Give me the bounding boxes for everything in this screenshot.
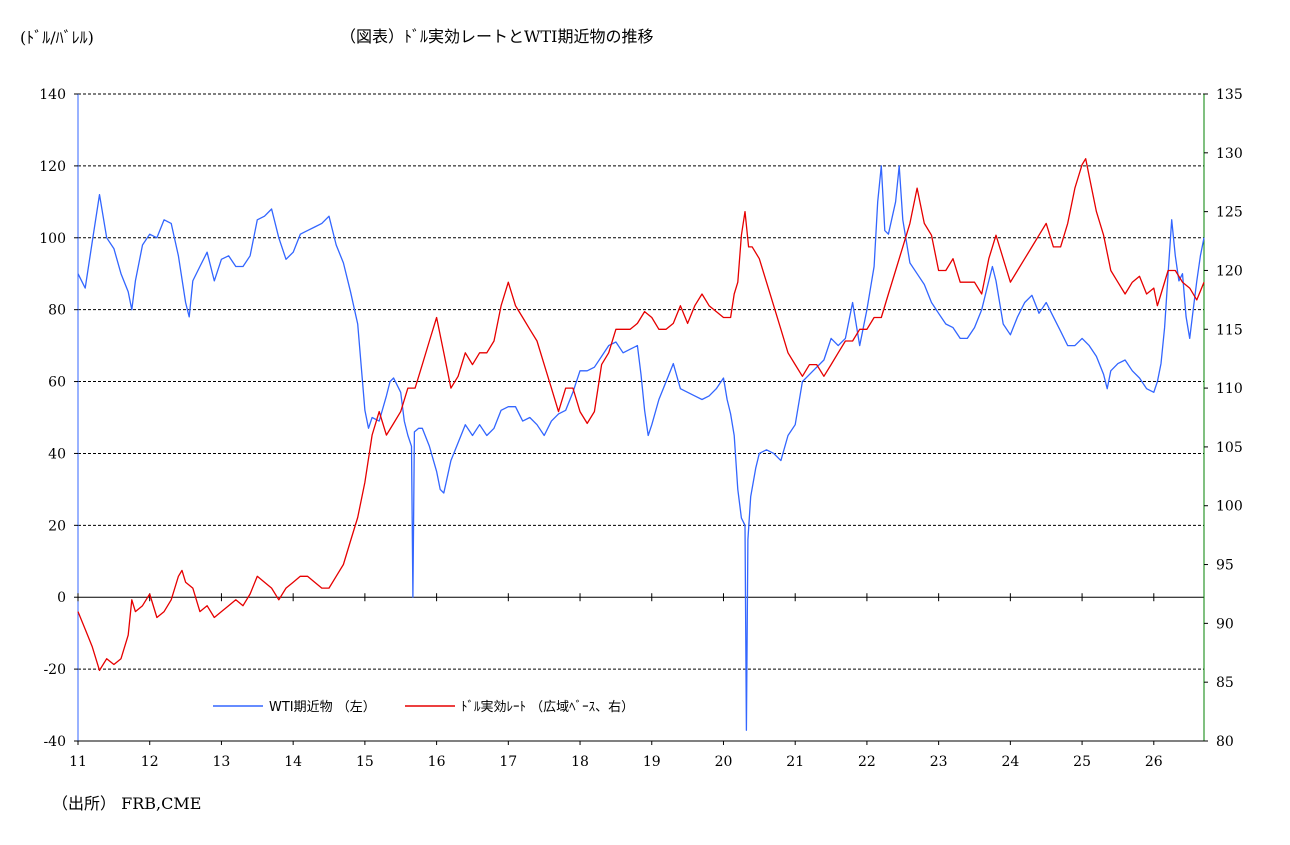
right-tick-label: 125 — [1216, 205, 1243, 221]
x-tick-label: 17 — [499, 754, 517, 770]
x-tick-label: 23 — [930, 754, 948, 770]
left-tick-label: 140 — [39, 87, 66, 103]
wti-series-line — [77, 165, 1205, 731]
right-tick-label: 105 — [1216, 440, 1243, 456]
x-tick-label: 13 — [213, 754, 231, 770]
x-tick-label: 24 — [1001, 754, 1019, 770]
x-tick-label: 18 — [571, 754, 589, 770]
left-tick-label: 100 — [39, 231, 66, 247]
chart-title: （図表）ﾄﾞﾙ実効レートとWTI期近物の推移 — [340, 27, 654, 46]
right-tick-label: 120 — [1216, 263, 1243, 279]
left-tick-label: 60 — [48, 375, 66, 391]
dollar-index-series-line — [77, 158, 1205, 672]
x-tick-label: 25 — [1073, 754, 1091, 770]
legend-label: ﾄﾞﾙ実効ﾚｰﾄ （広域ﾍﾞｰｽ、右） — [461, 699, 634, 715]
left-tick-label: 120 — [39, 159, 66, 175]
left-tick-label: -40 — [43, 734, 66, 750]
right-tick-label: 95 — [1216, 558, 1234, 574]
x-tick-label: 20 — [715, 754, 733, 770]
right-tick-label: 130 — [1216, 146, 1243, 162]
right-tick-label: 80 — [1216, 734, 1234, 750]
left-tick-label: -20 — [43, 662, 66, 678]
x-tick-label: 11 — [69, 754, 87, 770]
x-tick-label: 12 — [141, 754, 159, 770]
left-tick-label: 80 — [48, 303, 66, 319]
x-tick-label: 15 — [356, 754, 374, 770]
x-tick-label: 14 — [284, 754, 302, 770]
source-note: （出所） FRB,CME — [52, 794, 202, 813]
x-tick-label: 19 — [643, 754, 661, 770]
left-tick-label: 40 — [48, 446, 66, 462]
x-tick-label: 26 — [1145, 754, 1163, 770]
x-tick-label: 21 — [786, 754, 804, 770]
x-tick-label: 22 — [858, 754, 876, 770]
right-tick-label: 100 — [1216, 499, 1243, 515]
right-tick-label: 110 — [1216, 381, 1243, 397]
left-axis-unit-label: (ﾄﾞﾙ/ﾊﾞﾚﾙ) — [20, 28, 94, 47]
left-tick-label: 20 — [48, 518, 66, 534]
x-tick-label: 16 — [428, 754, 446, 770]
left-tick-label: 0 — [57, 590, 66, 606]
legend-label: WTI期近物 （左） — [269, 700, 376, 715]
right-tick-label: 135 — [1216, 87, 1243, 103]
right-tick-label: 85 — [1216, 675, 1234, 691]
right-tick-label: 115 — [1216, 322, 1243, 338]
right-tick-label: 90 — [1216, 616, 1234, 632]
